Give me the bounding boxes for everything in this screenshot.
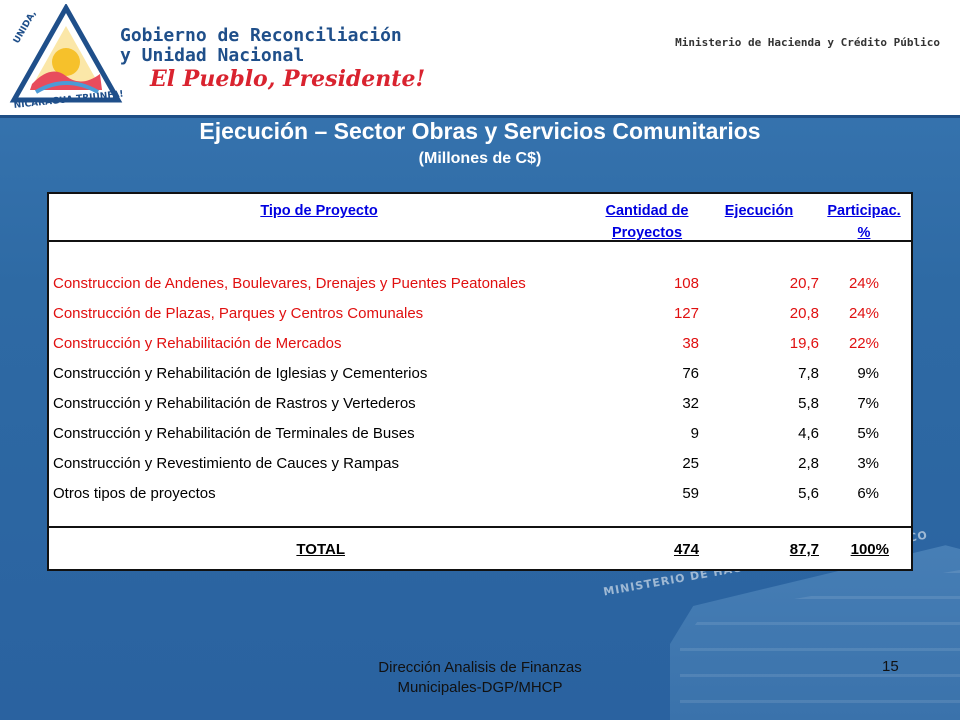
row-exec: 19,6: [789, 335, 819, 352]
row-name: Construcción y Rehabilitación de Termina…: [53, 425, 415, 442]
row-pct: 3%: [857, 455, 879, 472]
slide-subtitle: (Millones de C$): [418, 150, 542, 167]
footer-line1: Dirección Analisis de Finanzas: [378, 659, 582, 676]
total-row: TOTAL 474 87,7 100%: [49, 536, 911, 566]
header-tipo-proyecto: Tipo de Proyecto: [260, 203, 378, 219]
slogan: El Pueblo, Presidente!: [150, 66, 426, 92]
row-pct: 24%: [848, 305, 879, 322]
header-band: [0, 0, 960, 118]
row-exec: 5,6: [798, 485, 819, 502]
header-cantidad-line1: Cantidad de: [605, 203, 689, 219]
table-row: Construcción de Plazas, Parques y Centro…: [49, 300, 911, 330]
government-logo: UNIDA, NICARAGUA TRIUNFA!: [9, 4, 124, 109]
government-title: Gobierno de Reconciliación y Unidad Naci…: [120, 26, 402, 66]
table-row: Construcción y Rehabilitación de Termina…: [49, 420, 911, 450]
page-number: 15: [882, 658, 899, 675]
government-title-line2: y Unidad Nacional: [120, 45, 305, 66]
slide-title: Ejecución – Sector Obras y Servicios Com…: [199, 118, 761, 144]
header-ejecucion: Ejecución: [724, 203, 794, 219]
total-exec: 87,7: [789, 541, 819, 558]
table-row: Construcción y Rehabilitación de Iglesia…: [49, 360, 911, 390]
row-pct: 5%: [857, 425, 879, 442]
row-pct: 7%: [857, 395, 879, 412]
logo-text-top: UNIDA,: [12, 9, 39, 45]
table-row: Construcción y Revestimiento de Cauces y…: [49, 450, 911, 480]
government-title-line1: Gobierno de Reconciliación: [120, 25, 402, 46]
row-exec: 5,8: [798, 395, 819, 412]
row-name: Construcción de Plazas, Parques y Centro…: [53, 305, 424, 322]
row-exec: 20,8: [789, 305, 819, 322]
header-participacion-line1: Participac.: [827, 203, 901, 219]
row-qty: 38: [682, 335, 699, 352]
ministry-name: Ministerio de Hacienda y Crédito Público: [675, 36, 940, 49]
total-label: TOTAL: [296, 541, 345, 558]
row-name: Construcción y Revestimiento de Cauces y…: [53, 455, 399, 472]
total-pct: 100%: [850, 541, 889, 558]
row-qty: 127: [673, 305, 699, 322]
header-cantidad-line2: Proyectos: [611, 225, 683, 241]
header-divider: [49, 240, 911, 242]
row-exec: 20,7: [789, 275, 819, 292]
header-participacion-line2: %: [857, 225, 871, 241]
row-name: Construcción y Rehabilitación de Iglesia…: [53, 365, 428, 382]
row-qty: 9: [690, 425, 699, 442]
row-qty: 25: [682, 455, 699, 472]
total-qty: 474: [673, 541, 699, 558]
footer-text: Dirección Analisis de Finanzas Municipal…: [300, 658, 660, 698]
row-name: Construcción y Rehabilitación de Rastros…: [53, 395, 416, 412]
header-participacion: Participac. %: [819, 200, 909, 244]
row-pct: 6%: [857, 485, 879, 502]
row-exec: 4,6: [798, 425, 819, 442]
row-qty: 59: [682, 485, 699, 502]
table-row: Otros tipos de proyectos 59 5,6 6%: [49, 480, 911, 510]
footer-line2: Municipales-DGP/MHCP: [397, 679, 563, 696]
data-table: Tipo de Proyecto Cantidad de Proyectos E…: [47, 192, 913, 571]
row-qty: 76: [682, 365, 699, 382]
row-pct: 24%: [848, 275, 879, 292]
header-cantidad: Cantidad de Proyectos: [589, 200, 705, 244]
row-qty: 108: [673, 275, 699, 292]
row-pct: 22%: [848, 335, 879, 352]
table-row: Construcción y Rehabilitación de Mercado…: [49, 330, 911, 360]
total-divider: [49, 526, 911, 528]
table-row: Construccion de Andenes, Boulevares, Dre…: [49, 270, 911, 300]
row-name: Construccion de Andenes, Boulevares, Dre…: [53, 275, 526, 292]
row-name: Otros tipos de proyectos: [53, 485, 216, 502]
row-name: Construcción y Rehabilitación de Mercado…: [53, 335, 342, 352]
row-qty: 32: [682, 395, 699, 412]
table-row: Construcción y Rehabilitación de Rastros…: [49, 390, 911, 420]
row-pct: 9%: [857, 365, 879, 382]
row-exec: 2,8: [798, 455, 819, 472]
row-exec: 7,8: [798, 365, 819, 382]
